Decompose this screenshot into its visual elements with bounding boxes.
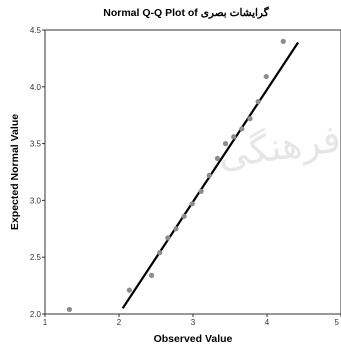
data-point [239, 126, 245, 132]
data-point [247, 116, 253, 122]
axis-ticks: 1 2 3 4 5 2.0 2.5 3.0 3.5 4.0 4.5 [30, 26, 341, 327]
data-point [280, 38, 286, 44]
y-tick-label: 4.5 [30, 26, 42, 35]
data-point [255, 98, 261, 105]
y-axis-label: Expected Normal Value [9, 114, 21, 230]
data-point [157, 250, 163, 256]
chart-title: Normal Q-Q Plot of گرایشات بصری [103, 5, 269, 19]
x-tick-label: 1 [43, 318, 48, 327]
data-point [66, 306, 73, 313]
data-point [181, 213, 187, 219]
data-point [214, 155, 221, 161]
y-tick-label: 3.5 [30, 140, 42, 149]
data-point [165, 235, 171, 241]
y-tick-label: 2.0 [30, 310, 42, 319]
data-point [126, 287, 132, 293]
x-tick-label: 5 [335, 318, 340, 327]
data-point [206, 172, 212, 179]
data-point [263, 73, 269, 80]
plot-frame [44, 29, 341, 315]
x-axis-label: Observed Value [154, 333, 233, 345]
data-point [231, 134, 237, 140]
data-point [222, 141, 229, 147]
data-point [198, 188, 204, 194]
data-point [173, 226, 179, 232]
x-tick-label: 2 [117, 318, 122, 327]
x-tick-label: 4 [265, 318, 270, 327]
data-point [148, 272, 155, 278]
data-point [189, 201, 195, 207]
data-marks [66, 38, 299, 313]
y-tick-label: 2.5 [30, 253, 42, 262]
y-tick-label: 4.0 [30, 83, 42, 92]
y-tick-label: 3.0 [30, 196, 42, 205]
x-tick-label: 3 [191, 318, 196, 327]
